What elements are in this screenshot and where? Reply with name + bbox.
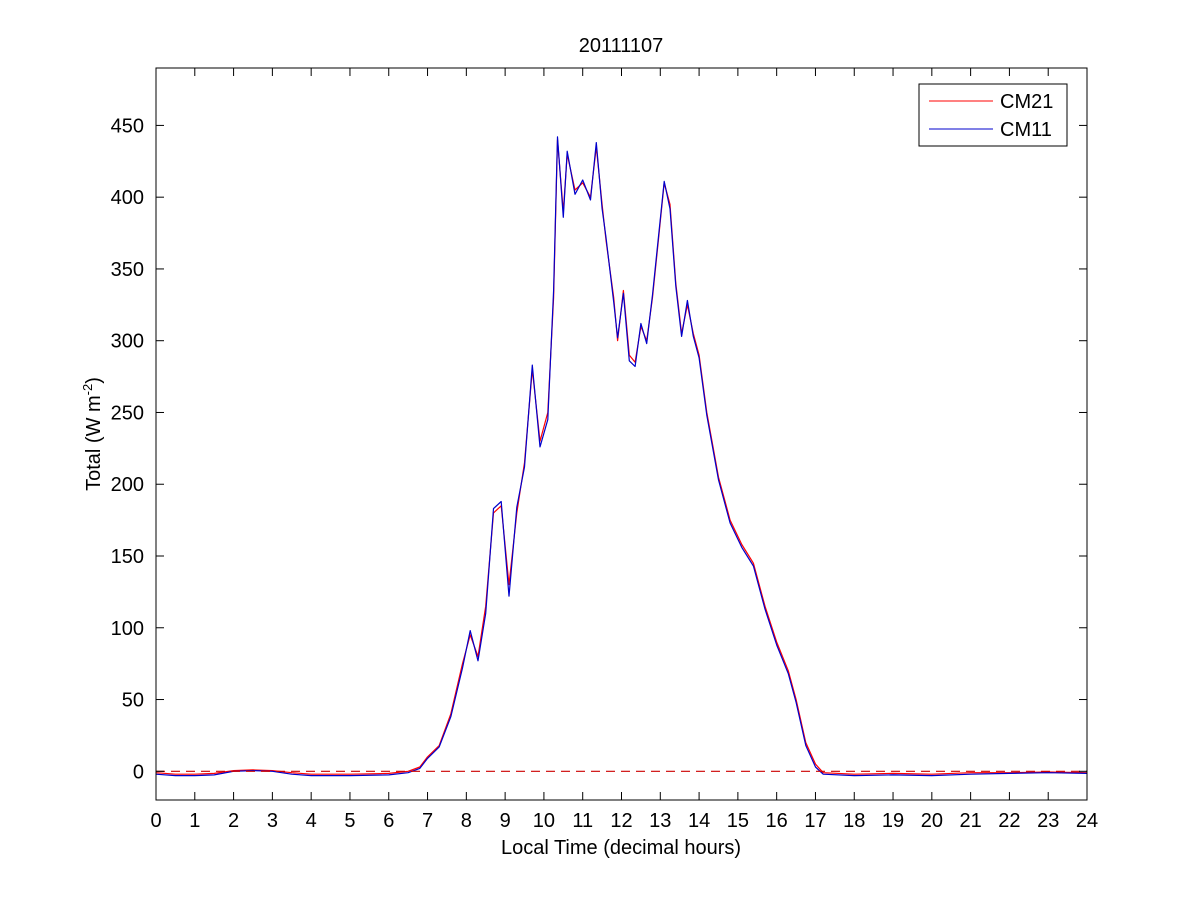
x-tick-label: 19 [882,810,904,832]
x-tick-label: 8 [461,810,472,832]
x-tick-label: 18 [843,810,865,832]
legend-label-cm21: CM21 [1000,91,1053,113]
y-axis-label-main: Total (W m [83,395,105,491]
x-tick-label: 4 [306,810,317,832]
x-tick-label: 13 [649,810,671,832]
x-tick-label: 5 [344,810,355,832]
chart-legend: CM21 CM11 [918,83,1068,147]
x-tick-label: 10 [533,810,555,832]
x-axis-label: Local Time (decimal hours) [501,837,741,859]
x-tick-label: 11 [572,810,593,832]
y-tick-label: 300 [111,331,144,353]
x-tick-label: 21 [960,810,982,832]
y-tick-label: 100 [111,618,144,640]
y-tick-label: 150 [111,546,144,568]
y-tick-label: 0 [133,761,144,783]
x-tick-label: 16 [766,810,788,832]
y-tick-label: 200 [111,474,144,496]
x-tick-label: 6 [383,810,394,832]
x-tick-label: 17 [804,810,826,832]
x-tick-label: 1 [189,810,200,832]
y-tick-label: 450 [111,115,144,137]
series-line-cm11 [155,136,1088,777]
x-tick-label: 20 [921,810,943,832]
x-tick-label: 12 [610,810,632,832]
y-tick-label: 400 [111,187,144,209]
legend-label-cm11: CM11 [1000,119,1052,141]
legend-box [918,83,1068,147]
x-tick-label: 0 [150,810,161,832]
y-axis-label: Total (W m-2) [80,377,105,491]
x-tick-label: 2 [228,810,239,832]
x-tick-label: 14 [688,810,710,832]
x-tick-label: 24 [1076,810,1098,832]
y-axis-label-superscript: -2 [80,384,95,396]
x-tick-label: 7 [422,810,433,832]
y-tick-label: 350 [111,259,144,281]
y-tick-label: 50 [122,690,144,712]
chart-title: 20111107 [579,35,664,57]
y-axis-label-close: ) [83,377,105,384]
x-tick-label: 23 [1037,810,1059,832]
x-tick-label: 9 [500,810,511,832]
y-tick-label: 250 [111,402,144,424]
x-tick-label: 3 [267,810,278,832]
x-tick-label: 22 [998,810,1020,832]
x-tick-label: 15 [727,810,749,832]
